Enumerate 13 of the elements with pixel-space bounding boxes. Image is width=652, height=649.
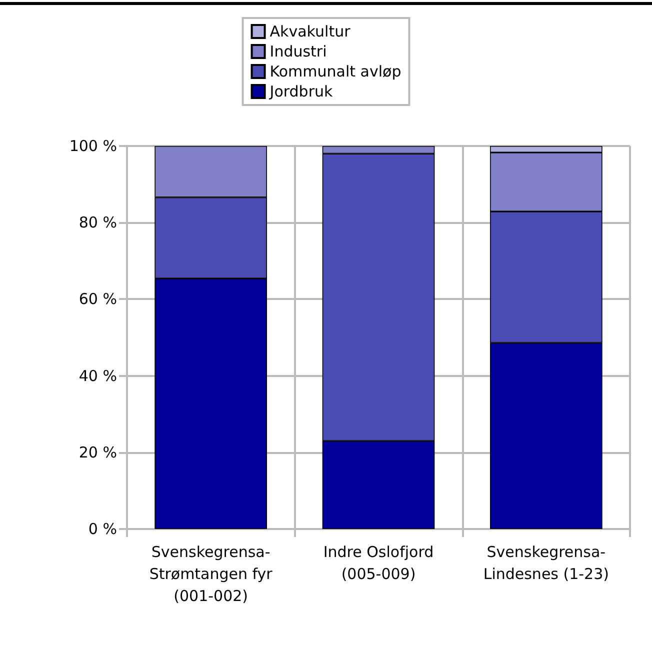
y-tick-label: 20 % bbox=[78, 443, 117, 462]
x-tick-label: Svenskegrensa- Strømtangen fyr (001-002) bbox=[149, 543, 274, 605]
y-tick-label: 100 % bbox=[69, 137, 117, 155]
legend-label: Akvakultur bbox=[270, 22, 352, 40]
y-tick-label: 80 % bbox=[78, 214, 117, 232]
legend-label: Jordbruk bbox=[268, 82, 333, 100]
legend-label: Industri bbox=[270, 42, 327, 60]
legend-label: Kommunalt avløp bbox=[270, 62, 402, 80]
y-tick-label: 0 % bbox=[88, 520, 117, 538]
x-tick-label: Indre Oslofjord (005-009) bbox=[323, 543, 434, 583]
y-tick-label: 40 % bbox=[78, 366, 117, 385]
x-tick-label: Svenskegrensa- Lindesnes (1-23) bbox=[483, 543, 610, 583]
y-tick-label: 60 % bbox=[78, 290, 117, 308]
